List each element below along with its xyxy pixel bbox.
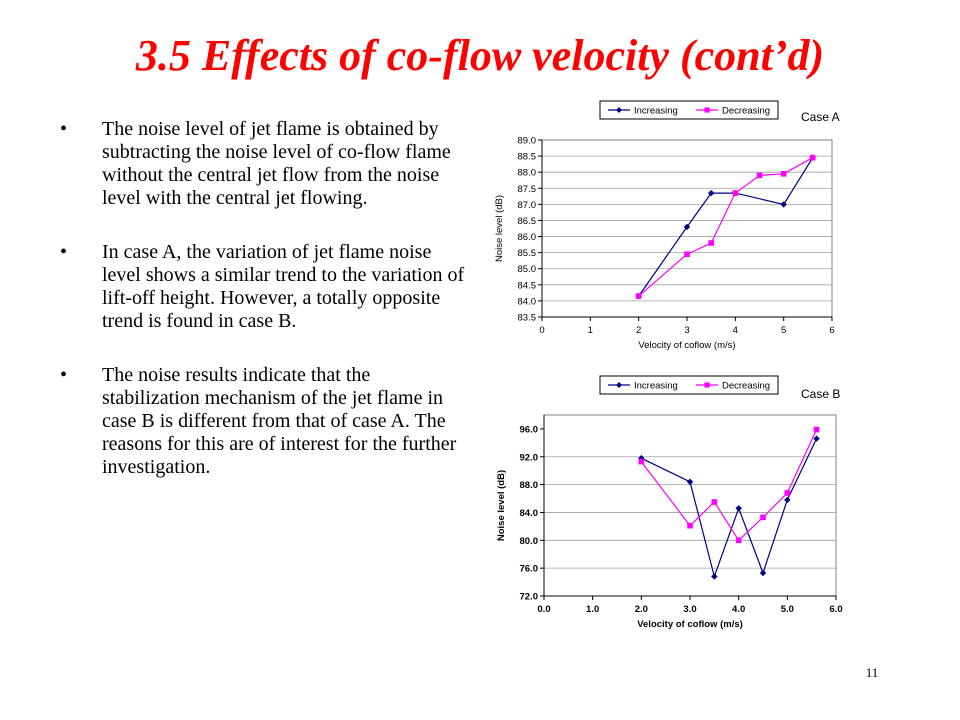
legend-label: Increasing xyxy=(634,106,678,117)
data-point xyxy=(708,240,714,246)
legend-marker xyxy=(616,382,622,388)
legend xyxy=(599,100,779,120)
chart-case-b: 72.0 76.0 80.0 84.0 88.0 92.0 96.0 0.0 1.0 2.0 3.0… xyxy=(496,375,843,630)
x-tick-label: 2.0 xyxy=(635,604,648,615)
data-point xyxy=(711,573,718,580)
x-axis-label: Velocity of coflow (m/s) xyxy=(637,619,743,630)
data-point xyxy=(756,172,763,179)
data-point xyxy=(760,514,766,521)
y-tick-label: 84.0 xyxy=(520,508,539,519)
y-tick-label: 88.5 xyxy=(518,152,537,163)
x-axis-label: Velocity of coflow (m/s) xyxy=(638,340,735,351)
bullet-text: The noise results indicate that the stab… xyxy=(102,364,457,478)
x-tick-label: 4.0 xyxy=(732,604,745,615)
x-tick-label: 0 xyxy=(539,325,544,336)
data-point xyxy=(687,522,693,529)
legend-label: Increasing xyxy=(634,381,678,392)
data-point xyxy=(809,154,816,161)
data-point xyxy=(635,293,642,299)
y-tick-label: 92.0 xyxy=(520,452,539,463)
data-point xyxy=(683,223,691,231)
legend-label: Decreasing xyxy=(722,381,770,392)
x-tick-label: 6.0 xyxy=(829,604,842,615)
x-tick-label: 1 xyxy=(588,325,593,336)
y-tick-label: 83.5 xyxy=(518,313,537,324)
bullet-dot: • xyxy=(60,118,68,140)
y-tick-label: 76.0 xyxy=(520,564,539,575)
data-point xyxy=(735,537,742,544)
y-tick-label: 84.5 xyxy=(518,280,537,291)
y-tick-label: 88.0 xyxy=(518,168,537,179)
data-point xyxy=(813,435,820,442)
case-label: Case A xyxy=(801,110,840,124)
data-point xyxy=(711,499,718,505)
x-tick-label: 6 xyxy=(829,325,834,336)
y-tick-label: 89.0 xyxy=(518,136,537,147)
y-tick-label: 80.0 xyxy=(520,536,539,547)
y-tick-label: 86.5 xyxy=(518,216,537,227)
bullet-item: • In case A, the variation of jet flame n… xyxy=(60,241,470,333)
bullet-item: • The noise results indicate that the sta… xyxy=(60,364,470,479)
bullet-item: • The noise level of jet flame is obtaine… xyxy=(60,118,470,210)
bullet-text: The noise level of jet flame is obtained… xyxy=(102,118,451,209)
x-tick-label: 4 xyxy=(733,325,738,336)
y-tick-label: 85.5 xyxy=(518,248,537,259)
x-tick-label: 3 xyxy=(684,325,689,336)
slide-title: 3.5 Effects of co-flow velocity (cont’d) xyxy=(135,31,825,80)
data-point xyxy=(638,458,645,465)
data-point xyxy=(686,478,694,486)
x-tick-label: 2 xyxy=(636,325,641,336)
y-tick-label: 72.0 xyxy=(520,592,539,603)
y-tick-label: 86.0 xyxy=(518,232,537,243)
legend xyxy=(599,375,779,395)
plot-area xyxy=(543,414,837,597)
data-point xyxy=(684,251,690,258)
y-axis-label: Noise level (dB) xyxy=(496,470,507,541)
data-point xyxy=(780,170,787,177)
data-point xyxy=(813,426,820,433)
data-point xyxy=(759,569,767,577)
y-tick-label: 85.0 xyxy=(518,264,537,275)
bullet-dot: • xyxy=(60,241,68,263)
bullet-text: In case A, the variation of jet flame no… xyxy=(102,241,465,332)
data-point xyxy=(784,490,791,496)
x-tick-label: 0.0 xyxy=(537,604,550,615)
bullet-dot: • xyxy=(60,364,68,386)
x-tick-label: 5.0 xyxy=(781,604,794,615)
y-tick-label: 88.0 xyxy=(520,480,539,491)
page-number: 11 xyxy=(865,665,879,680)
series-line-increasing xyxy=(638,157,814,297)
y-tick-label: 87.5 xyxy=(518,184,537,195)
x-tick-label: 5 xyxy=(781,325,786,336)
y-tick-label: 96.0 xyxy=(520,424,539,435)
legend-marker xyxy=(616,107,622,113)
case-label: Case B xyxy=(801,387,840,401)
y-tick-label: 84.0 xyxy=(518,296,537,307)
y-axis-label: Noise level (dB) xyxy=(494,195,505,262)
legend-marker xyxy=(704,382,710,388)
bullet-list: • The noise level of jet flame is obtaine… xyxy=(60,118,470,510)
x-tick-label: 1.0 xyxy=(586,604,599,615)
x-tick-label: 3.0 xyxy=(683,604,696,615)
legend-marker xyxy=(704,107,710,113)
data-point xyxy=(732,190,739,196)
chart-case-a: 83.5 84.0 84.5 85.0 85.5 86.0 86.5 87.0 87.5 88.0… xyxy=(494,100,840,351)
y-tick-label: 87.0 xyxy=(518,200,537,211)
legend-label: Decreasing xyxy=(722,106,770,117)
